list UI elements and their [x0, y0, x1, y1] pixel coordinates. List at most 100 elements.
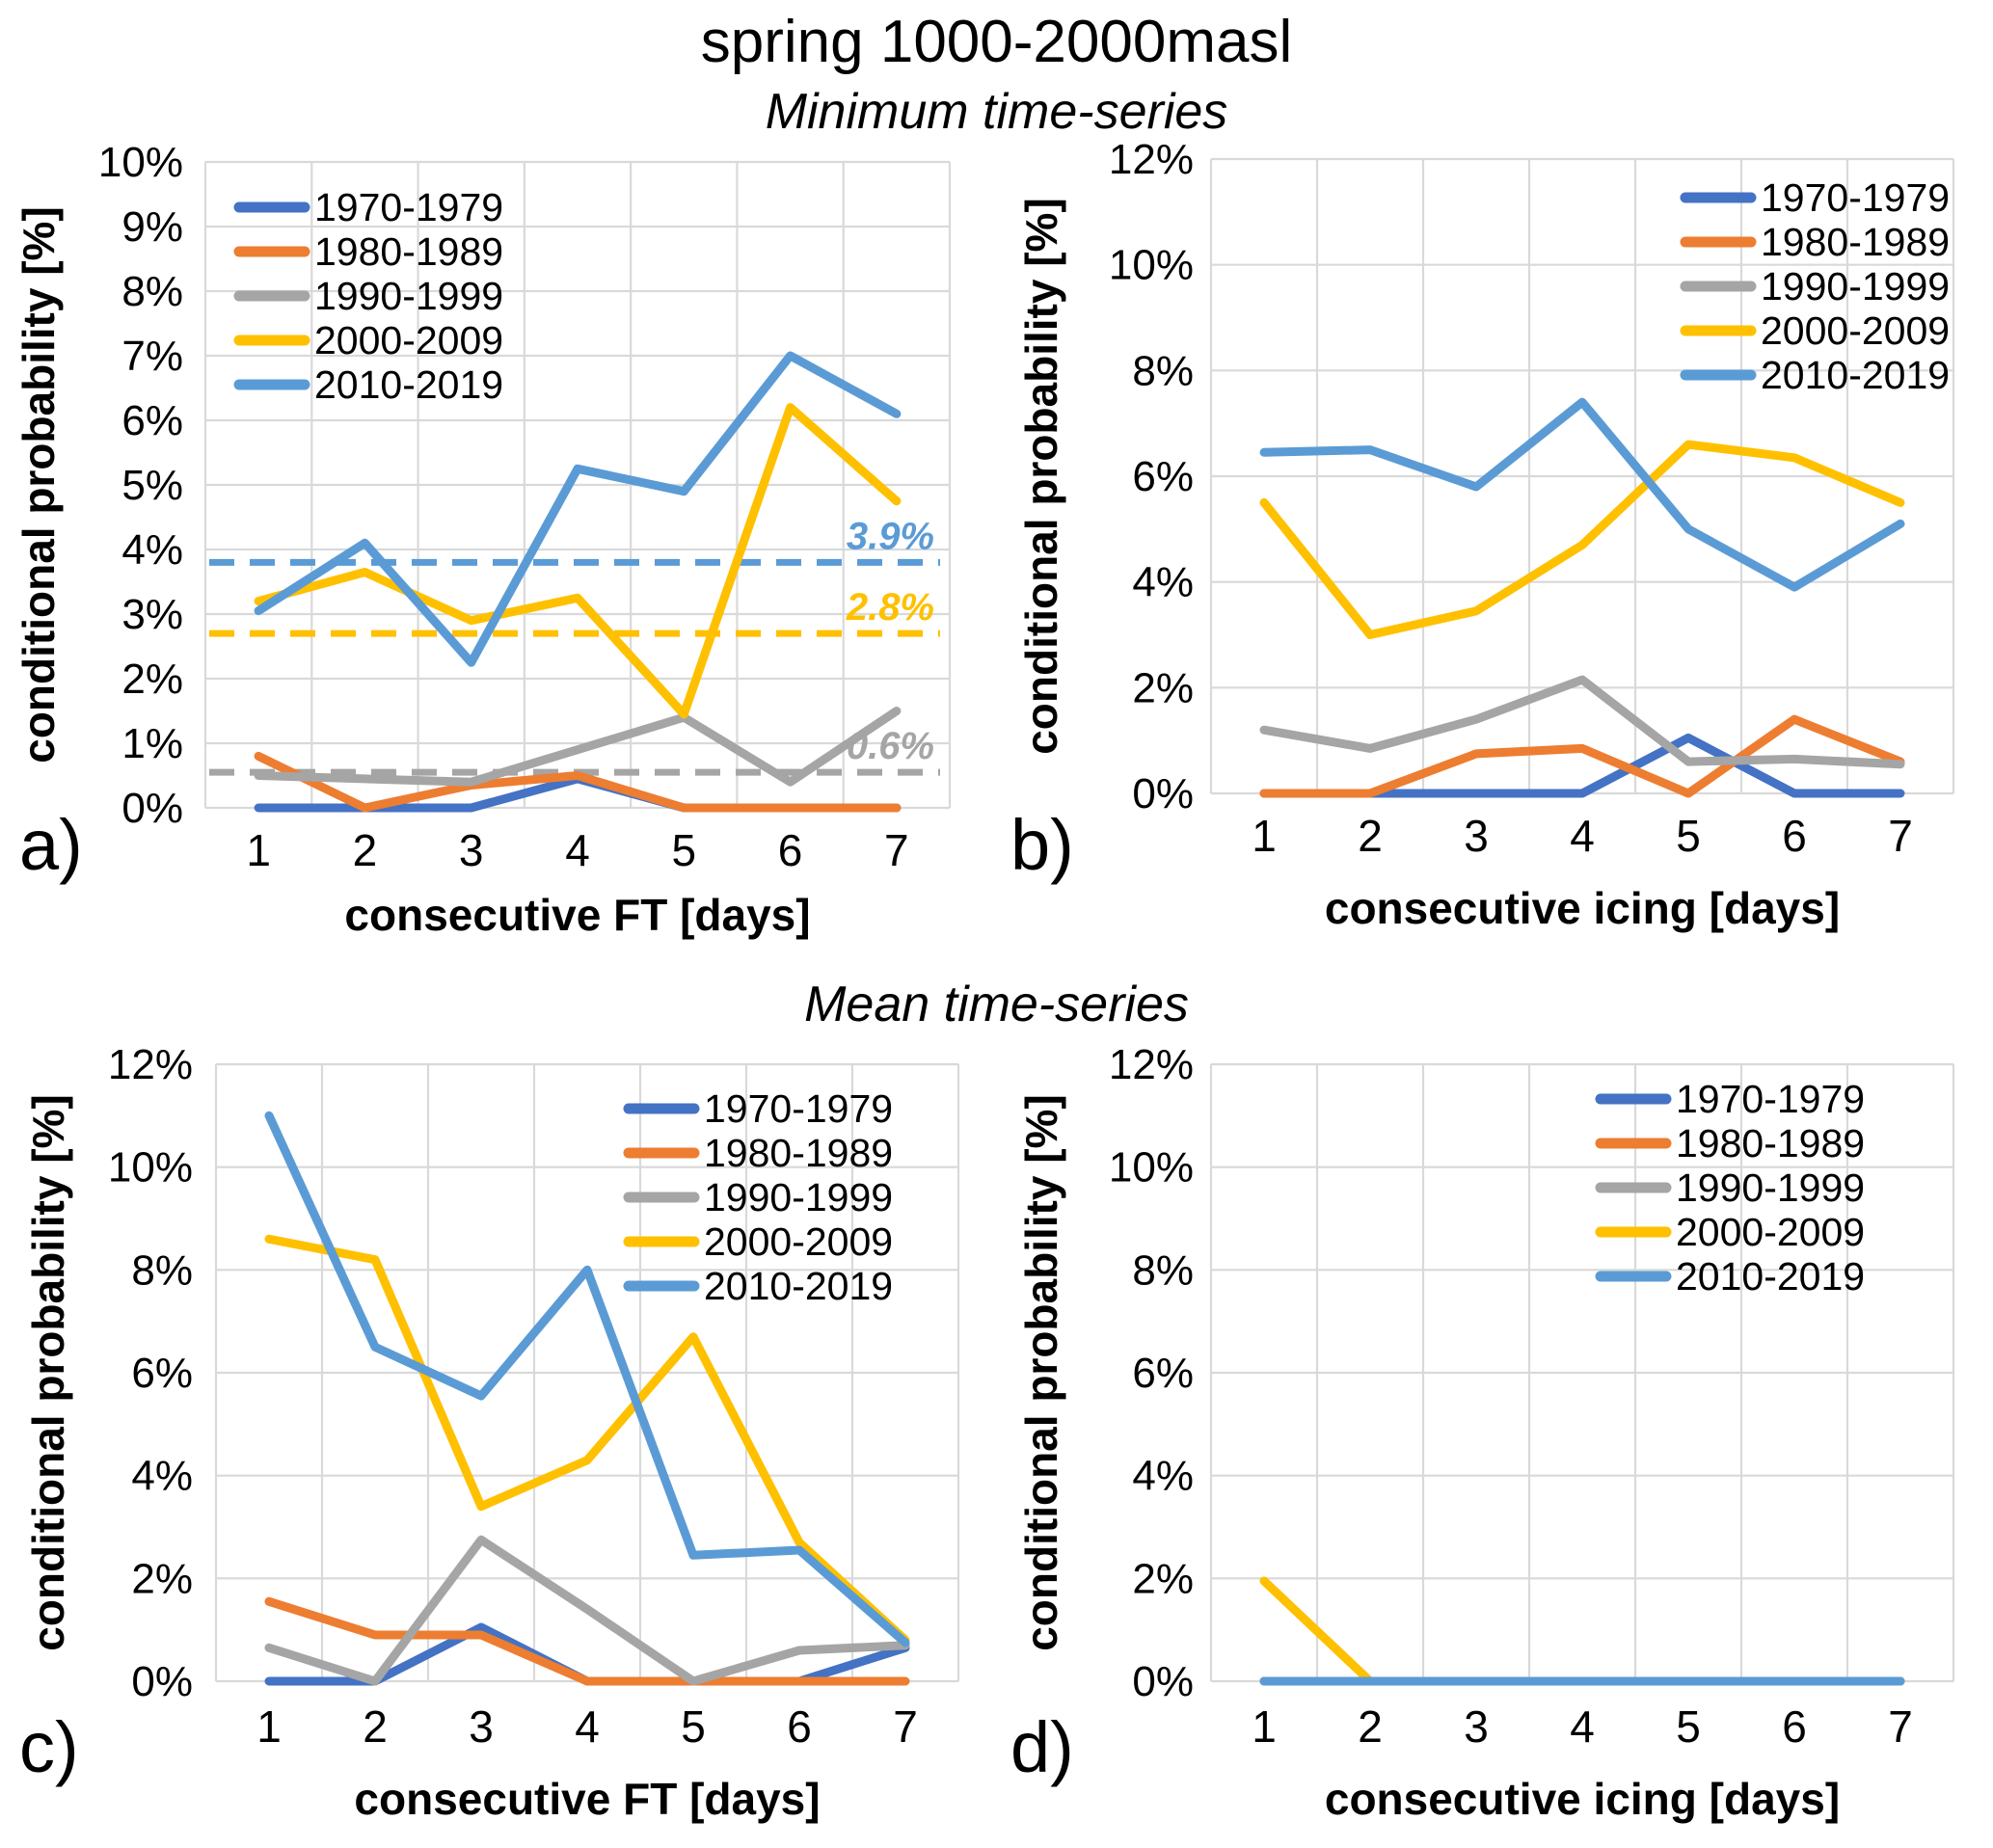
legend-label-1990-1999: 1990-1999: [1676, 1165, 1865, 1210]
series-line-1990-1999: [1259, 675, 1905, 769]
y-axis-title: conditional probability [%]: [1016, 1094, 1066, 1651]
x-tick-label: 4: [1570, 811, 1595, 861]
series-line-2000-2009: [1259, 1576, 1905, 1686]
series-line-2010-2019: [264, 1111, 910, 1647]
x-tick-label: 7: [1888, 1701, 1913, 1752]
x-tick-label: 5: [671, 825, 696, 875]
legend: 1970-19791980-19891990-19992000-20092010…: [233, 185, 503, 407]
legend-item-2010-2019: 2010-2019: [233, 362, 503, 407]
y-tick-label: 10%: [108, 1144, 193, 1192]
x-tick-label: 6: [778, 825, 803, 875]
legend-label-1980-1989: 1980-1989: [1676, 1121, 1865, 1165]
legend-label-2000-2009: 2000-2009: [314, 318, 503, 362]
legend-item-2000-2009: 2000-2009: [1680, 308, 1950, 353]
x-tick-label: 4: [565, 825, 590, 875]
y-axis-title: conditional probability [%]: [13, 206, 64, 763]
legend-item-1980-1989: 1980-1989: [1680, 220, 1950, 264]
y-tick-label: 9%: [121, 203, 183, 251]
series-line-1980-1989: [1259, 714, 1905, 798]
y-tick-label: 10%: [1109, 1144, 1194, 1192]
legend-label-1970-1979: 1970-1979: [314, 185, 503, 229]
x-axis-title: consecutive FT [days]: [354, 1774, 820, 1824]
x-tick-label: 3: [1464, 1701, 1489, 1752]
legend-item-1990-1999: 1990-1999: [623, 1175, 893, 1219]
legend-item-1970-1979: 1970-1979: [1595, 1077, 1865, 1121]
x-tick-label: 1: [256, 1701, 282, 1752]
y-tick-label: 6%: [121, 397, 183, 444]
y-tick-label: 0%: [1132, 1658, 1194, 1705]
x-tick-label: 6: [1782, 1701, 1807, 1752]
legend-item-2010-2019: 2010-2019: [623, 1264, 893, 1308]
y-tick-label: 2%: [131, 1555, 193, 1602]
y-axis-title: conditional probability [%]: [1016, 198, 1066, 755]
series-line-1980-1989: [254, 751, 902, 813]
legend-item-1970-1979: 1970-1979: [623, 1086, 893, 1131]
y-tick-label: 7%: [121, 333, 183, 380]
x-tick-label: 2: [1358, 811, 1383, 861]
y-tick-label: 5%: [121, 462, 183, 509]
legend-item-1990-1999: 1990-1999: [233, 274, 503, 318]
y-tick-label: 2%: [121, 656, 183, 703]
y-tick-label: 10%: [98, 139, 183, 186]
y-tick-label: 4%: [1132, 559, 1194, 606]
y-tick-label: 3%: [121, 591, 183, 638]
y-tick-label: 8%: [1132, 1246, 1194, 1294]
x-tick-label: 1: [246, 825, 271, 875]
y-tick-label: 8%: [121, 268, 183, 315]
legend-item-2010-2019: 2010-2019: [1680, 353, 1950, 397]
legend-label-1990-1999: 1990-1999: [314, 274, 503, 318]
legend-label-1980-1989: 1980-1989: [314, 229, 503, 274]
panel-letter-a: a): [19, 805, 83, 885]
series-line-2010-2019: [254, 351, 902, 667]
legend-item-2000-2009: 2000-2009: [623, 1219, 893, 1264]
y-tick-label: 12%: [1109, 136, 1194, 183]
series-line-2000-2009: [254, 403, 902, 719]
legend-label-1990-1999: 1990-1999: [704, 1175, 893, 1219]
series-line-1990-1999: [264, 1535, 910, 1686]
legend-label-1970-1979: 1970-1979: [704, 1086, 893, 1131]
x-axis-title: consecutive icing [days]: [1325, 883, 1840, 933]
subtitle-minimum-time-series: Minimum time-series: [765, 84, 1228, 140]
y-tick-label: 6%: [1132, 453, 1194, 500]
x-axis-title: consecutive icing [days]: [1325, 1774, 1840, 1824]
y-axis-title: conditional probability [%]: [23, 1094, 73, 1651]
y-tick-label: 12%: [108, 1041, 193, 1088]
legend-item-1970-1979: 1970-1979: [233, 185, 503, 229]
series-line-1980-1989: [264, 1596, 910, 1686]
y-tick-label: 6%: [131, 1350, 193, 1397]
x-tick-label: 6: [1782, 811, 1807, 861]
panel-letter-d: d): [1010, 1707, 1074, 1787]
panel-a: 0% 1% 2% 3% 4% 5% 6% 7% 8% 9% 10% 1 2 3 4 5 6 7 consecutiv…: [13, 139, 952, 940]
y-tick-label: 1%: [121, 720, 183, 767]
figure-title: spring 1000-2000masl: [700, 9, 1293, 75]
y-tick-label: 4%: [121, 526, 183, 574]
legend-item-1970-1979: 1970-1979: [1680, 175, 1950, 220]
series-line-1990-1999: [254, 707, 902, 787]
series-line-2010-2019: [1259, 397, 1905, 592]
legend: 1970-19791980-19891990-19992000-20092010…: [1595, 1077, 1865, 1299]
legend-label-2010-2019: 2010-2019: [314, 362, 503, 407]
legend: 1970-19791980-19891990-19992000-20092010…: [1680, 175, 1950, 397]
y-tick-label: 0%: [1132, 770, 1194, 817]
legend-label-2000-2009: 2000-2009: [1676, 1210, 1865, 1254]
legend-label-2000-2009: 2000-2009: [1761, 308, 1950, 353]
legend-item-1980-1989: 1980-1989: [233, 229, 503, 274]
panel-b: 0% 2% 4% 6% 8% 10% 12% 1 2 3 4 5 6 7 consecutive icing…: [1010, 136, 1955, 933]
y-tick-label: 0%: [121, 785, 183, 832]
y-tick-label: 8%: [131, 1246, 193, 1294]
x-tick-label: 7: [884, 825, 909, 875]
x-tick-label: 5: [1676, 811, 1701, 861]
gridlines: [203, 160, 952, 810]
series-line-2000-2009: [1259, 440, 1905, 639]
x-tick-label: 1: [1252, 811, 1277, 861]
x-tick-label: 4: [1570, 1701, 1595, 1752]
legend-label-1970-1979: 1970-1979: [1761, 175, 1950, 220]
legend: 1970-19791980-19891990-19992000-20092010…: [623, 1086, 893, 1308]
legend-item-2000-2009: 2000-2009: [1595, 1210, 1865, 1254]
legend-label-2010-2019: 2010-2019: [704, 1264, 893, 1308]
x-axis-title: consecutive FT [days]: [344, 890, 810, 940]
y-tick-label: 6%: [1132, 1350, 1194, 1397]
legend-label-1970-1979: 1970-1979: [1676, 1077, 1865, 1121]
legend-item-1990-1999: 1990-1999: [1595, 1165, 1865, 1210]
x-tick-label: 3: [1464, 811, 1489, 861]
